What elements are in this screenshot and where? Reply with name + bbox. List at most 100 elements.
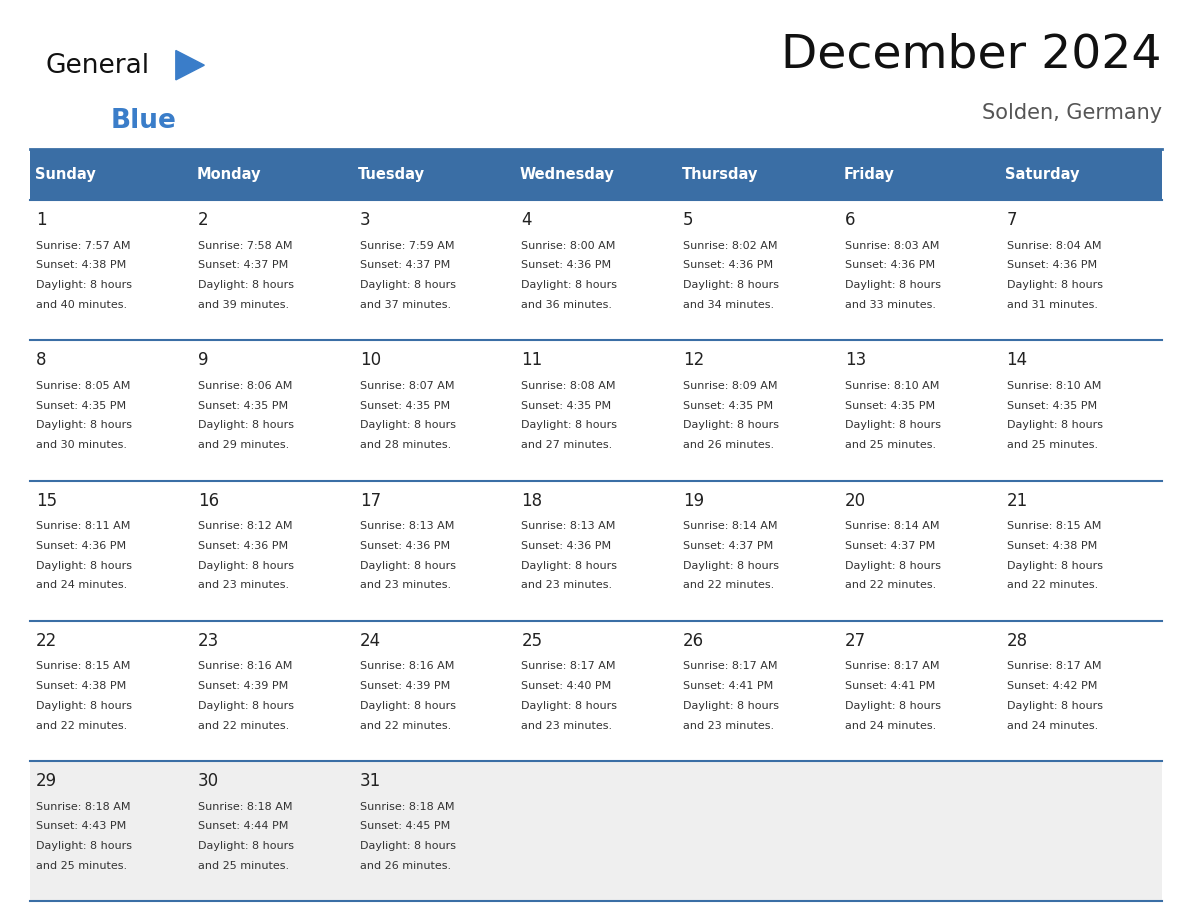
Text: Daylight: 8 hours: Daylight: 8 hours: [36, 561, 132, 570]
Text: 15: 15: [36, 492, 57, 509]
Text: 23: 23: [198, 632, 219, 650]
Text: and 28 minutes.: and 28 minutes.: [360, 440, 451, 450]
Text: 29: 29: [36, 772, 57, 790]
Text: Sunrise: 8:11 AM: Sunrise: 8:11 AM: [36, 521, 131, 531]
Bar: [30, 149, 1162, 200]
Text: Sunrise: 8:03 AM: Sunrise: 8:03 AM: [845, 241, 940, 251]
Text: Daylight: 8 hours: Daylight: 8 hours: [522, 561, 618, 570]
Text: Daylight: 8 hours: Daylight: 8 hours: [198, 280, 293, 290]
Text: Sunrise: 8:05 AM: Sunrise: 8:05 AM: [36, 381, 131, 391]
Text: Solden, Germany: Solden, Germany: [981, 103, 1162, 123]
Text: Sunset: 4:41 PM: Sunset: 4:41 PM: [683, 681, 773, 691]
Text: Sunset: 4:35 PM: Sunset: 4:35 PM: [36, 400, 126, 410]
Text: and 40 minutes.: and 40 minutes.: [36, 299, 127, 309]
Text: Sunrise: 8:12 AM: Sunrise: 8:12 AM: [198, 521, 292, 531]
Text: and 37 minutes.: and 37 minutes.: [360, 299, 450, 309]
Text: 26: 26: [683, 632, 704, 650]
Text: Daylight: 8 hours: Daylight: 8 hours: [522, 700, 618, 711]
Text: and 23 minutes.: and 23 minutes.: [522, 580, 613, 590]
Text: 9: 9: [198, 352, 208, 369]
Text: Daylight: 8 hours: Daylight: 8 hours: [522, 420, 618, 431]
Text: Daylight: 8 hours: Daylight: 8 hours: [683, 561, 779, 570]
Text: 22: 22: [36, 632, 57, 650]
Text: Sunrise: 8:06 AM: Sunrise: 8:06 AM: [198, 381, 292, 391]
Text: Daylight: 8 hours: Daylight: 8 hours: [845, 420, 941, 431]
Text: 20: 20: [845, 492, 866, 509]
Text: and 27 minutes.: and 27 minutes.: [522, 440, 613, 450]
Text: Daylight: 8 hours: Daylight: 8 hours: [198, 561, 293, 570]
Text: Sunrise: 8:14 AM: Sunrise: 8:14 AM: [845, 521, 940, 531]
Text: Sunset: 4:41 PM: Sunset: 4:41 PM: [845, 681, 935, 691]
Text: and 33 minutes.: and 33 minutes.: [845, 299, 936, 309]
Text: and 25 minutes.: and 25 minutes.: [198, 861, 289, 871]
Text: Sunrise: 8:15 AM: Sunrise: 8:15 AM: [36, 661, 131, 671]
Text: 11: 11: [522, 352, 543, 369]
Text: and 25 minutes.: and 25 minutes.: [845, 440, 936, 450]
Text: Daylight: 8 hours: Daylight: 8 hours: [198, 841, 293, 851]
Text: Daylight: 8 hours: Daylight: 8 hours: [845, 280, 941, 290]
Text: December 2024: December 2024: [782, 32, 1162, 77]
Text: Friday: Friday: [843, 167, 895, 182]
Text: Daylight: 8 hours: Daylight: 8 hours: [683, 280, 779, 290]
Text: Sunrise: 8:16 AM: Sunrise: 8:16 AM: [360, 661, 454, 671]
Text: and 34 minutes.: and 34 minutes.: [683, 299, 775, 309]
Text: Sunrise: 8:14 AM: Sunrise: 8:14 AM: [683, 521, 778, 531]
Text: Sunrise: 8:18 AM: Sunrise: 8:18 AM: [198, 801, 292, 812]
Text: and 22 minutes.: and 22 minutes.: [845, 580, 936, 590]
Bar: [30, 621, 1162, 761]
Text: Daylight: 8 hours: Daylight: 8 hours: [683, 420, 779, 431]
Text: 14: 14: [1006, 352, 1028, 369]
Text: and 26 minutes.: and 26 minutes.: [360, 861, 450, 871]
Text: and 22 minutes.: and 22 minutes.: [683, 580, 775, 590]
Text: and 24 minutes.: and 24 minutes.: [1006, 721, 1098, 731]
Text: and 29 minutes.: and 29 minutes.: [198, 440, 289, 450]
Text: Sunset: 4:45 PM: Sunset: 4:45 PM: [360, 822, 450, 832]
Text: Sunday: Sunday: [34, 167, 95, 182]
Text: Sunrise: 7:57 AM: Sunrise: 7:57 AM: [36, 241, 131, 251]
Text: Sunset: 4:36 PM: Sunset: 4:36 PM: [36, 541, 126, 551]
Text: Daylight: 8 hours: Daylight: 8 hours: [36, 280, 132, 290]
Text: 21: 21: [1006, 492, 1028, 509]
Text: Daylight: 8 hours: Daylight: 8 hours: [1006, 700, 1102, 711]
Text: Sunrise: 8:16 AM: Sunrise: 8:16 AM: [198, 661, 292, 671]
Text: Sunset: 4:35 PM: Sunset: 4:35 PM: [360, 400, 450, 410]
Text: Sunrise: 8:13 AM: Sunrise: 8:13 AM: [360, 521, 454, 531]
Text: Sunset: 4:36 PM: Sunset: 4:36 PM: [683, 260, 773, 270]
Text: 13: 13: [845, 352, 866, 369]
Text: Sunset: 4:36 PM: Sunset: 4:36 PM: [198, 541, 287, 551]
Text: Sunset: 4:38 PM: Sunset: 4:38 PM: [1006, 541, 1097, 551]
Text: 24: 24: [360, 632, 381, 650]
Text: Thursday: Thursday: [682, 167, 758, 182]
Text: Daylight: 8 hours: Daylight: 8 hours: [360, 841, 456, 851]
Text: Sunset: 4:40 PM: Sunset: 4:40 PM: [522, 681, 612, 691]
Text: Blue: Blue: [110, 108, 176, 134]
Text: and 22 minutes.: and 22 minutes.: [36, 721, 127, 731]
Text: Sunset: 4:35 PM: Sunset: 4:35 PM: [683, 400, 773, 410]
Text: and 25 minutes.: and 25 minutes.: [36, 861, 127, 871]
Text: Sunrise: 7:59 AM: Sunrise: 7:59 AM: [360, 241, 454, 251]
Text: and 30 minutes.: and 30 minutes.: [36, 440, 127, 450]
Text: and 23 minutes.: and 23 minutes.: [683, 721, 775, 731]
Text: Daylight: 8 hours: Daylight: 8 hours: [36, 841, 132, 851]
Text: Sunrise: 8:17 AM: Sunrise: 8:17 AM: [845, 661, 940, 671]
Text: Sunset: 4:37 PM: Sunset: 4:37 PM: [360, 260, 450, 270]
Bar: [30, 341, 1162, 481]
Text: 27: 27: [845, 632, 866, 650]
Text: Sunrise: 8:18 AM: Sunrise: 8:18 AM: [360, 801, 454, 812]
Text: 17: 17: [360, 492, 381, 509]
Text: Sunrise: 8:15 AM: Sunrise: 8:15 AM: [1006, 521, 1101, 531]
Text: Daylight: 8 hours: Daylight: 8 hours: [360, 280, 456, 290]
Text: and 22 minutes.: and 22 minutes.: [360, 721, 451, 731]
Text: Daylight: 8 hours: Daylight: 8 hours: [1006, 280, 1102, 290]
Text: Tuesday: Tuesday: [358, 167, 425, 182]
Text: Daylight: 8 hours: Daylight: 8 hours: [1006, 561, 1102, 570]
Text: Sunrise: 8:00 AM: Sunrise: 8:00 AM: [522, 241, 615, 251]
Text: 25: 25: [522, 632, 543, 650]
Text: Sunrise: 8:17 AM: Sunrise: 8:17 AM: [683, 661, 778, 671]
Text: and 24 minutes.: and 24 minutes.: [36, 580, 127, 590]
Text: and 23 minutes.: and 23 minutes.: [522, 721, 613, 731]
Text: 7: 7: [1006, 211, 1017, 230]
Text: Sunset: 4:35 PM: Sunset: 4:35 PM: [198, 400, 287, 410]
Text: Sunrise: 8:02 AM: Sunrise: 8:02 AM: [683, 241, 778, 251]
Text: Daylight: 8 hours: Daylight: 8 hours: [522, 280, 618, 290]
